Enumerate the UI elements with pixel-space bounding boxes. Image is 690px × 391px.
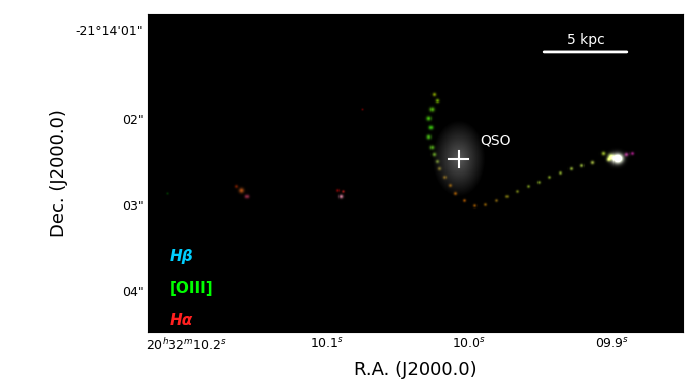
Text: Hα: Hα [170, 313, 193, 328]
Text: 5 kpc: 5 kpc [566, 33, 604, 47]
X-axis label: R.A. (J2000.0): R.A. (J2000.0) [355, 361, 477, 379]
Text: QSO: QSO [480, 133, 511, 147]
Y-axis label: Dec. (J2000.0): Dec. (J2000.0) [50, 109, 68, 237]
Text: [OIII]: [OIII] [170, 282, 213, 296]
Text: Hβ: Hβ [170, 249, 193, 264]
